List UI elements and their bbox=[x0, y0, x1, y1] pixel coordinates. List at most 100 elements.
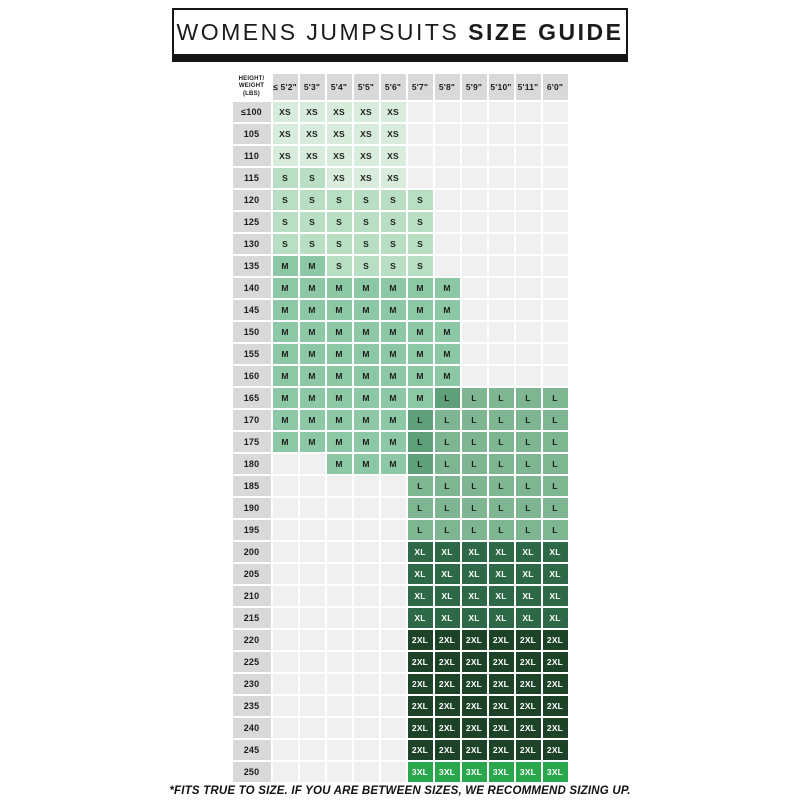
height-header: 5'8" bbox=[434, 74, 460, 100]
height-header: 5'10" bbox=[488, 74, 514, 100]
size-cell: M bbox=[299, 388, 325, 408]
table-row: 240 2XL 2XL 2XL 2XL 2XL 2XL bbox=[232, 718, 568, 738]
table-row: 215 XL XL XL XL XL XL bbox=[232, 608, 568, 628]
size-cell: M bbox=[353, 278, 379, 298]
empty-cell bbox=[542, 300, 568, 320]
page-title-regular: WOMENS JUMPSUITS bbox=[176, 18, 469, 45]
empty-cell bbox=[299, 586, 325, 606]
empty-cell bbox=[272, 476, 298, 496]
size-cell: 2XL bbox=[488, 652, 514, 672]
size-cell: L bbox=[515, 454, 541, 474]
size-cell: XS bbox=[353, 102, 379, 122]
table-row: 160 M M M M M M M bbox=[232, 366, 568, 386]
empty-cell bbox=[353, 762, 379, 782]
size-cell: XL bbox=[434, 608, 460, 628]
size-cell: L bbox=[542, 498, 568, 518]
size-table: HEIGHT/ WEIGHT (LBS) ≤ 5'2" 5'3" 5'4" 5'5" 5'… bbox=[232, 74, 568, 782]
weight-label: 180 bbox=[232, 454, 271, 474]
size-cell: XL bbox=[461, 564, 487, 584]
size-cell: L bbox=[407, 476, 433, 496]
empty-cell bbox=[299, 564, 325, 584]
empty-cell bbox=[488, 168, 514, 188]
table-row: 180 M M M L L L L L L bbox=[232, 454, 568, 474]
size-cell: 2XL bbox=[434, 652, 460, 672]
empty-cell bbox=[407, 102, 433, 122]
empty-cell bbox=[380, 520, 406, 540]
size-cell: L bbox=[488, 498, 514, 518]
size-cell: XL bbox=[461, 586, 487, 606]
weight-label: 160 bbox=[232, 366, 271, 386]
height-header: ≤ 5'2" bbox=[272, 74, 298, 100]
table-row: 115 S S XS XS XS bbox=[232, 168, 568, 188]
table-row: 105 XS XS XS XS XS bbox=[232, 124, 568, 144]
empty-cell bbox=[515, 102, 541, 122]
size-cell: XL bbox=[461, 608, 487, 628]
empty-cell bbox=[461, 124, 487, 144]
table-row: 230 2XL 2XL 2XL 2XL 2XL 2XL bbox=[232, 674, 568, 694]
empty-cell bbox=[542, 168, 568, 188]
size-cell: 2XL bbox=[488, 696, 514, 716]
size-cell: XL bbox=[461, 542, 487, 562]
table-row: 190 L L L L L L bbox=[232, 498, 568, 518]
height-header: 5'3" bbox=[299, 74, 325, 100]
size-cell: L bbox=[515, 520, 541, 540]
size-cell: M bbox=[299, 410, 325, 430]
table-row: 195 L L L L L L bbox=[232, 520, 568, 540]
empty-cell bbox=[299, 762, 325, 782]
size-cell: XS bbox=[326, 146, 352, 166]
weight-label: 110 bbox=[232, 146, 271, 166]
empty-cell bbox=[326, 586, 352, 606]
size-cell: 2XL bbox=[434, 696, 460, 716]
size-cell: L bbox=[515, 498, 541, 518]
empty-cell bbox=[272, 762, 298, 782]
empty-cell bbox=[461, 190, 487, 210]
size-cell: M bbox=[380, 388, 406, 408]
empty-cell bbox=[542, 344, 568, 364]
size-cell: M bbox=[299, 300, 325, 320]
empty-cell bbox=[488, 234, 514, 254]
empty-cell bbox=[380, 498, 406, 518]
size-cell: S bbox=[272, 212, 298, 232]
empty-cell bbox=[542, 366, 568, 386]
size-cell: M bbox=[272, 322, 298, 342]
size-cell: 2XL bbox=[488, 674, 514, 694]
empty-cell bbox=[542, 278, 568, 298]
size-cell: 2XL bbox=[461, 718, 487, 738]
size-cell: M bbox=[380, 300, 406, 320]
empty-cell bbox=[272, 696, 298, 716]
size-cell: S bbox=[407, 212, 433, 232]
size-cell: L bbox=[407, 520, 433, 540]
weight-label: 230 bbox=[232, 674, 271, 694]
size-cell: XS bbox=[299, 146, 325, 166]
empty-cell bbox=[299, 630, 325, 650]
weight-label: 205 bbox=[232, 564, 271, 584]
empty-cell bbox=[515, 256, 541, 276]
empty-cell bbox=[272, 454, 298, 474]
table-row: 225 2XL 2XL 2XL 2XL 2XL 2XL bbox=[232, 652, 568, 672]
empty-cell bbox=[326, 762, 352, 782]
empty-cell bbox=[515, 168, 541, 188]
size-cell: 2XL bbox=[434, 740, 460, 760]
size-cell: M bbox=[380, 322, 406, 342]
size-cell: 2XL bbox=[542, 630, 568, 650]
size-cell: 2XL bbox=[542, 652, 568, 672]
empty-cell bbox=[272, 630, 298, 650]
size-cell: M bbox=[272, 278, 298, 298]
table-row: 250 3XL 3XL 3XL 3XL 3XL 3XL bbox=[232, 762, 568, 782]
size-cell: 3XL bbox=[542, 762, 568, 782]
weight-label: 120 bbox=[232, 190, 271, 210]
size-cell: M bbox=[326, 278, 352, 298]
size-cell: L bbox=[407, 498, 433, 518]
size-cell: M bbox=[380, 344, 406, 364]
empty-cell bbox=[380, 564, 406, 584]
size-cell: M bbox=[434, 300, 460, 320]
size-cell: M bbox=[353, 410, 379, 430]
height-header: 5'9" bbox=[461, 74, 487, 100]
weight-label: 240 bbox=[232, 718, 271, 738]
size-cell: L bbox=[488, 520, 514, 540]
size-cell: XS bbox=[272, 124, 298, 144]
height-header: 6'0" bbox=[542, 74, 568, 100]
size-cell: 2XL bbox=[407, 652, 433, 672]
empty-cell bbox=[326, 718, 352, 738]
empty-cell bbox=[488, 146, 514, 166]
